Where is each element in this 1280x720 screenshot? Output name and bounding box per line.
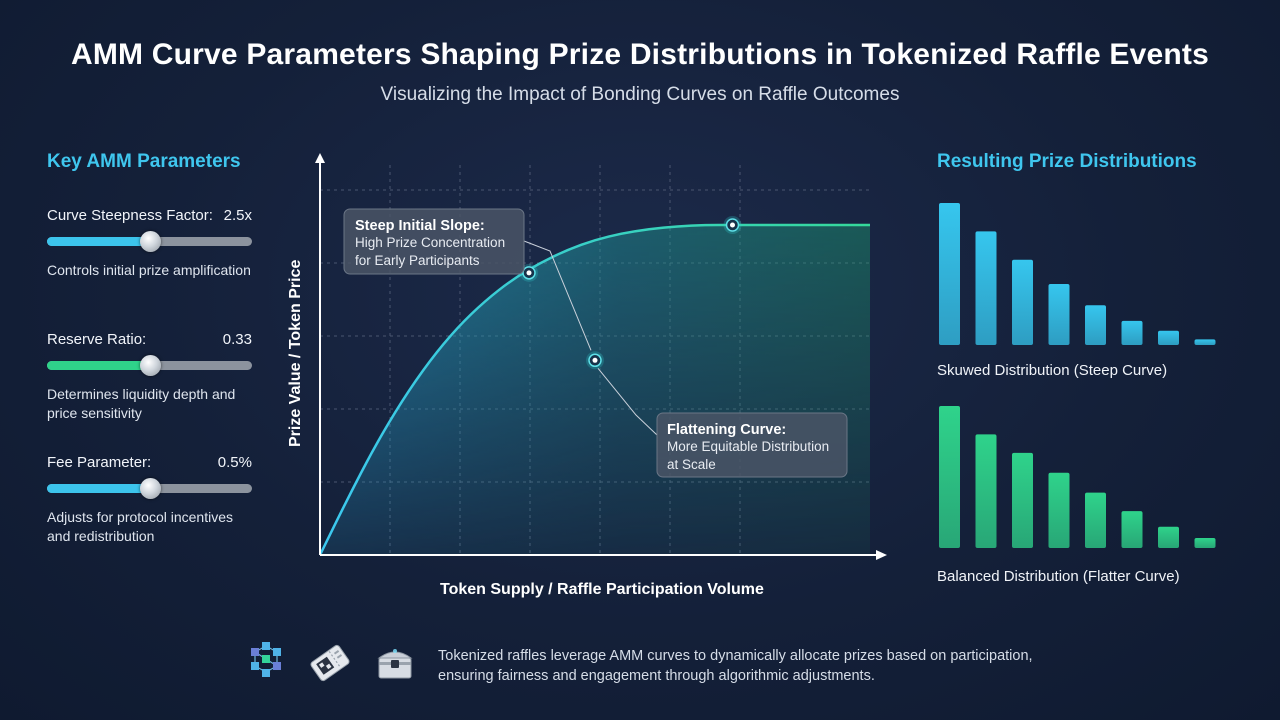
balanced-bar [1158, 526, 1179, 548]
balanced-bar [1194, 538, 1216, 548]
annotation-leaders [523, 240, 658, 436]
balanced-bar [975, 434, 997, 548]
chart-axes [315, 153, 887, 560]
param-description: Controls initial prize amplification [47, 262, 251, 278]
skewed-bar [1085, 305, 1106, 345]
annotation-line: at Scale [667, 457, 716, 472]
param-description: Adjusts for protocol incentives and redi… [47, 509, 233, 544]
page-subtitle: Visualizing the Impact of Bonding Curves… [380, 84, 900, 105]
annotation-title: Steep Initial Slope: [355, 218, 485, 234]
param-fee: Fee Parameter: 0.5% Adjusts for protocol… [47, 454, 252, 546]
reserve-ratio-slider[interactable] [47, 355, 252, 376]
param-value: 0.5% [217, 454, 252, 471]
y-axis-arrow [315, 153, 325, 163]
skewed-bar [1194, 339, 1216, 345]
param-value: 2.5x [223, 207, 252, 224]
parameters-heading: Key AMM Parameters [47, 151, 241, 172]
curve-marker-dot [526, 270, 532, 276]
param-value: 0.33 [222, 331, 252, 348]
network-nodes-icon [251, 642, 281, 677]
balanced-distribution-chart [939, 406, 1216, 548]
footer-description: Tokenized raffles leverage AMM curves to… [438, 646, 1033, 686]
y-axis-label: Prize Value / Token Price [287, 260, 304, 447]
annotation-line: for Early Participants [355, 253, 480, 268]
leader-line [597, 367, 658, 436]
slider-knob[interactable] [139, 231, 161, 252]
leader-line [523, 240, 592, 351]
annotation-flattening-curve: Flattening Curve: More Equitable Distrib… [656, 412, 848, 478]
param-label: Fee Parameter: [47, 454, 152, 471]
fee-slider[interactable] [47, 478, 252, 499]
bonding-curve-line [318, 223, 870, 556]
skewed-bar [1012, 259, 1033, 345]
balanced-bar [1048, 472, 1070, 548]
x-axis-label: Token Supply / Raffle Participation Volu… [440, 581, 764, 598]
skewed-distribution-chart [939, 203, 1216, 345]
param-reserve-ratio: Reserve Ratio: 0.33 Determines liquidity… [47, 331, 252, 423]
skewed-distribution-label: Skuwed Distribution (Steep Curve) [937, 362, 1168, 379]
balanced-bar [1121, 511, 1143, 548]
page-title: AMM Curve Parameters Shaping Prize Distr… [70, 38, 1210, 71]
curve-marker-dot [592, 357, 598, 363]
slider-fill [47, 484, 150, 493]
balanced-bar [1085, 492, 1106, 548]
skewed-bar [975, 231, 997, 345]
slider-knob[interactable] [139, 355, 161, 376]
param-label: Reserve Ratio: [47, 331, 147, 348]
slider-knob[interactable] [139, 478, 161, 499]
slider-fill [47, 237, 150, 246]
annotation-steep-slope: Steep Initial Slope: High Prize Concentr… [343, 208, 525, 275]
skewed-bar [1158, 330, 1179, 345]
skewed-bar [1121, 320, 1143, 345]
slider-fill [47, 361, 150, 370]
treasure-chest-icon [377, 649, 413, 679]
x-axis-arrow [876, 550, 887, 560]
curve-marker-dot [730, 222, 735, 228]
balanced-bar [1012, 452, 1033, 548]
distributions-heading: Resulting Prize Distributions [937, 151, 1197, 172]
annotation-title: Flattening Curve: [667, 422, 786, 438]
bonding-curve-chart: Steep Initial Slope: High Prize Concentr… [287, 153, 887, 598]
annotation-line: High Prize Concentration [355, 235, 505, 250]
raffle-ticket-icon [310, 644, 350, 682]
param-curve-steepness: Curve Steepness Factor: 2.5x Controls in… [47, 207, 252, 280]
skewed-bar [1048, 283, 1070, 345]
param-label: Curve Steepness Factor: [47, 207, 213, 224]
balanced-bar [939, 406, 960, 548]
footer-line: Tokenized raffles leverage AMM curves to… [438, 648, 1033, 664]
skewed-bar [939, 203, 960, 345]
param-description: Determines liquidity depth and price sen… [47, 386, 236, 421]
footer-line: ensuring fairness and engagement through… [438, 668, 875, 684]
steepness-slider[interactable] [47, 231, 252, 252]
annotation-line: More Equitable Distribution [667, 439, 829, 454]
balanced-distribution-label: Balanced Distribution (Flatter Curve) [937, 568, 1180, 585]
